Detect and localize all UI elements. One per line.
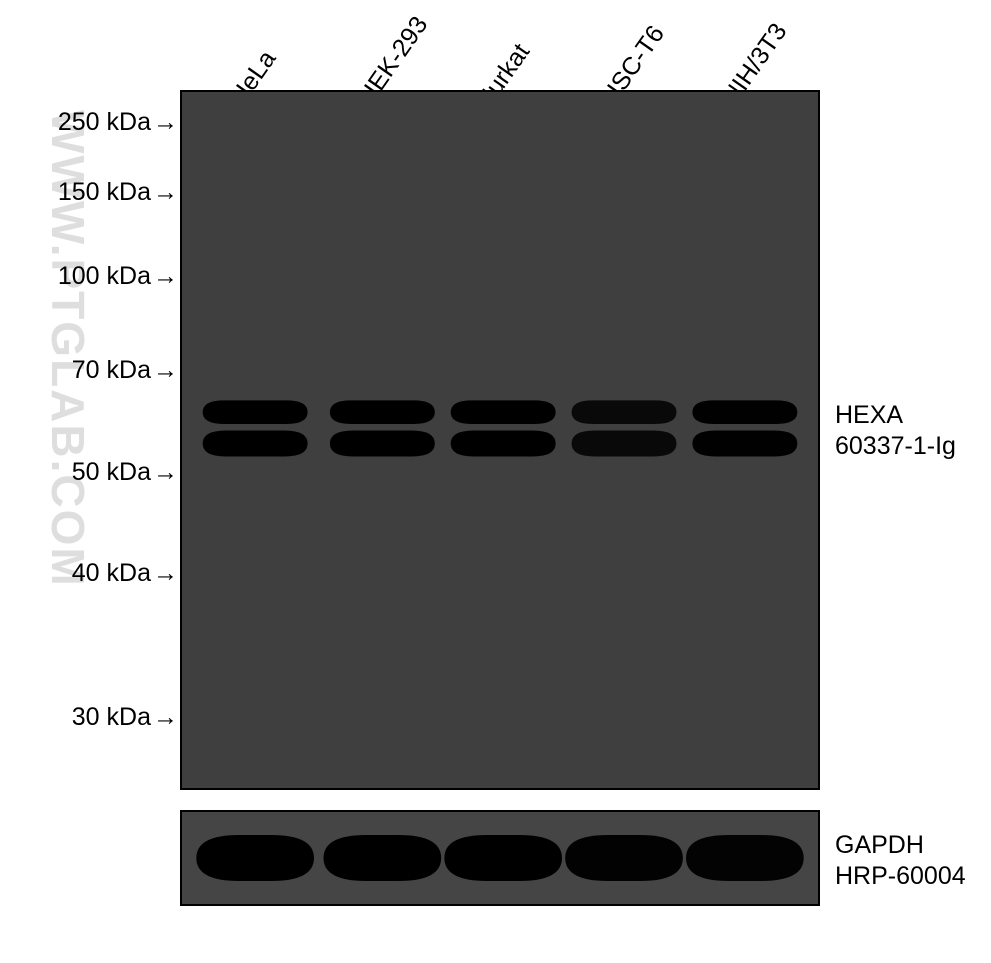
arrow-right-icon: → (153, 180, 178, 205)
mw-marker-text: 40 kDa (72, 559, 151, 588)
blot-band (692, 400, 797, 424)
mw-marker-text: 70 kDa (72, 356, 151, 385)
arrow-right-icon: → (153, 460, 178, 485)
blot-band (203, 400, 308, 424)
main-blot-svg (182, 92, 818, 788)
mw-marker-text: 50 kDa (72, 458, 151, 487)
mw-marker: 40 kDa→ (72, 559, 178, 588)
mw-marker: 50 kDa→ (72, 458, 178, 487)
blot-band (196, 835, 314, 881)
lane-labels-row: HeLaHEK-293JurkatHSC-T6NIH/3T3 (0, 0, 991, 90)
blot-band (451, 430, 556, 456)
main-antibody-name: HEXA (835, 400, 956, 431)
mw-marker-text: 150 kDa (58, 178, 151, 207)
mw-marker: 100 kDa→ (58, 262, 178, 291)
western-blot-figure: WWW.PTGLAB.COM HeLaHEK-293JurkatHSC-T6NI… (0, 0, 991, 963)
blot-band (692, 430, 797, 456)
blot-band (686, 835, 804, 881)
blot-band (444, 835, 562, 881)
blot-band (203, 430, 308, 456)
arrow-right-icon: → (153, 358, 178, 383)
mw-marker: 150 kDa→ (58, 178, 178, 207)
loading-antibody-name: GAPDH (835, 830, 966, 861)
gapdh-blot-panel (180, 810, 820, 906)
blot-band (572, 400, 677, 424)
blot-band (451, 400, 556, 424)
mw-marker-text: 250 kDa (58, 108, 151, 137)
loading-antibody-label: GAPDH HRP-60004 (835, 830, 966, 893)
main-antibody-label: HEXA 60337-1-Ig (835, 400, 956, 463)
arrow-right-icon: → (153, 264, 178, 289)
arrow-right-icon: → (153, 110, 178, 135)
mw-marker-text: 30 kDa (72, 703, 151, 732)
arrow-right-icon: → (153, 561, 178, 586)
gapdh-blot-svg (182, 812, 818, 904)
loading-antibody-catalog: HRP-60004 (835, 861, 966, 892)
mw-marker-text: 100 kDa (58, 262, 151, 291)
arrow-right-icon: → (153, 705, 178, 730)
mw-marker: 70 kDa→ (72, 356, 178, 385)
mw-marker: 250 kDa→ (58, 108, 178, 137)
blot-band (565, 835, 683, 881)
main-antibody-catalog: 60337-1-Ig (835, 431, 956, 462)
mw-marker: 30 kDa→ (72, 703, 178, 732)
blot-band (572, 430, 677, 456)
blot-band (324, 835, 442, 881)
blot-band (330, 400, 435, 424)
blot-band (330, 430, 435, 456)
main-blot-panel (180, 90, 820, 790)
